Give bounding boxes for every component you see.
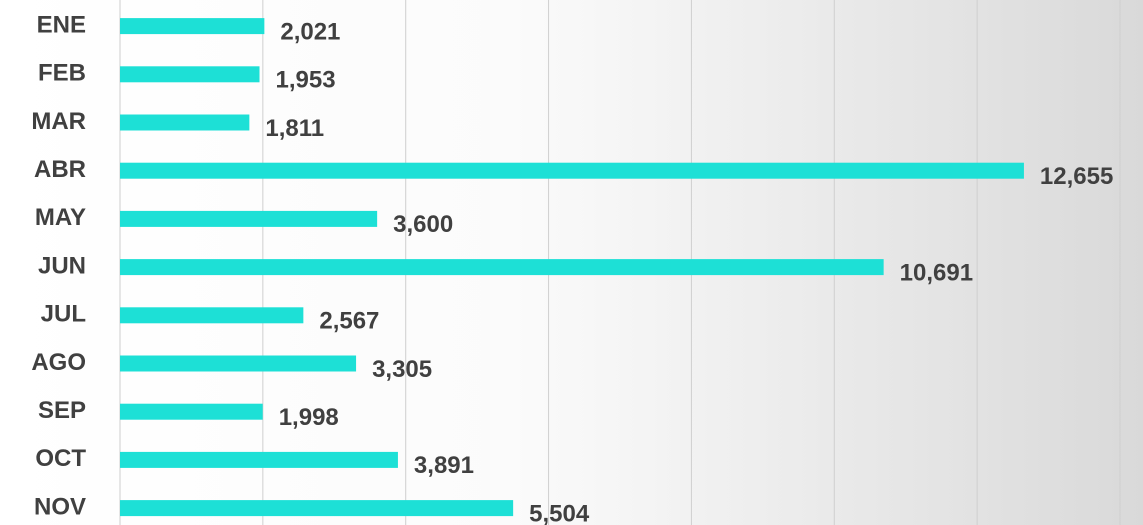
bar xyxy=(120,403,263,420)
y-tick-label: ABR xyxy=(34,156,86,183)
y-tick-label: JUN xyxy=(38,252,86,279)
bar xyxy=(120,114,250,131)
bar xyxy=(120,500,514,517)
y-tick-label: OCT xyxy=(35,445,86,472)
value-label: 10,691 xyxy=(900,259,973,286)
value-label: 5,504 xyxy=(529,500,590,525)
bar xyxy=(120,162,1024,179)
y-tick-label: NOV xyxy=(34,493,86,520)
bar xyxy=(120,210,378,227)
value-label: 1,811 xyxy=(265,115,324,142)
y-tick-label: JUL xyxy=(41,301,86,328)
y-tick-label: AGO xyxy=(31,349,86,376)
value-label: 12,655 xyxy=(1040,163,1113,190)
bar xyxy=(120,451,398,468)
y-tick-label: MAY xyxy=(35,204,86,231)
value-label: 1,998 xyxy=(279,404,339,431)
bar xyxy=(120,66,260,83)
value-label: 3,600 xyxy=(393,211,453,238)
value-label: 1,953 xyxy=(276,67,336,94)
y-tick-label: MAR xyxy=(31,108,86,135)
value-label: 2,021 xyxy=(280,18,340,45)
bar xyxy=(120,355,357,372)
bar xyxy=(120,259,884,276)
y-tick-label: ENE xyxy=(37,11,86,38)
bar xyxy=(120,307,304,324)
value-label: 2,567 xyxy=(319,308,379,335)
y-tick-label: SEP xyxy=(38,397,86,424)
value-label: 3,891 xyxy=(414,452,474,479)
y-tick-label: FEB xyxy=(38,60,86,87)
value-label: 3,305 xyxy=(372,356,432,383)
bar xyxy=(120,18,265,35)
